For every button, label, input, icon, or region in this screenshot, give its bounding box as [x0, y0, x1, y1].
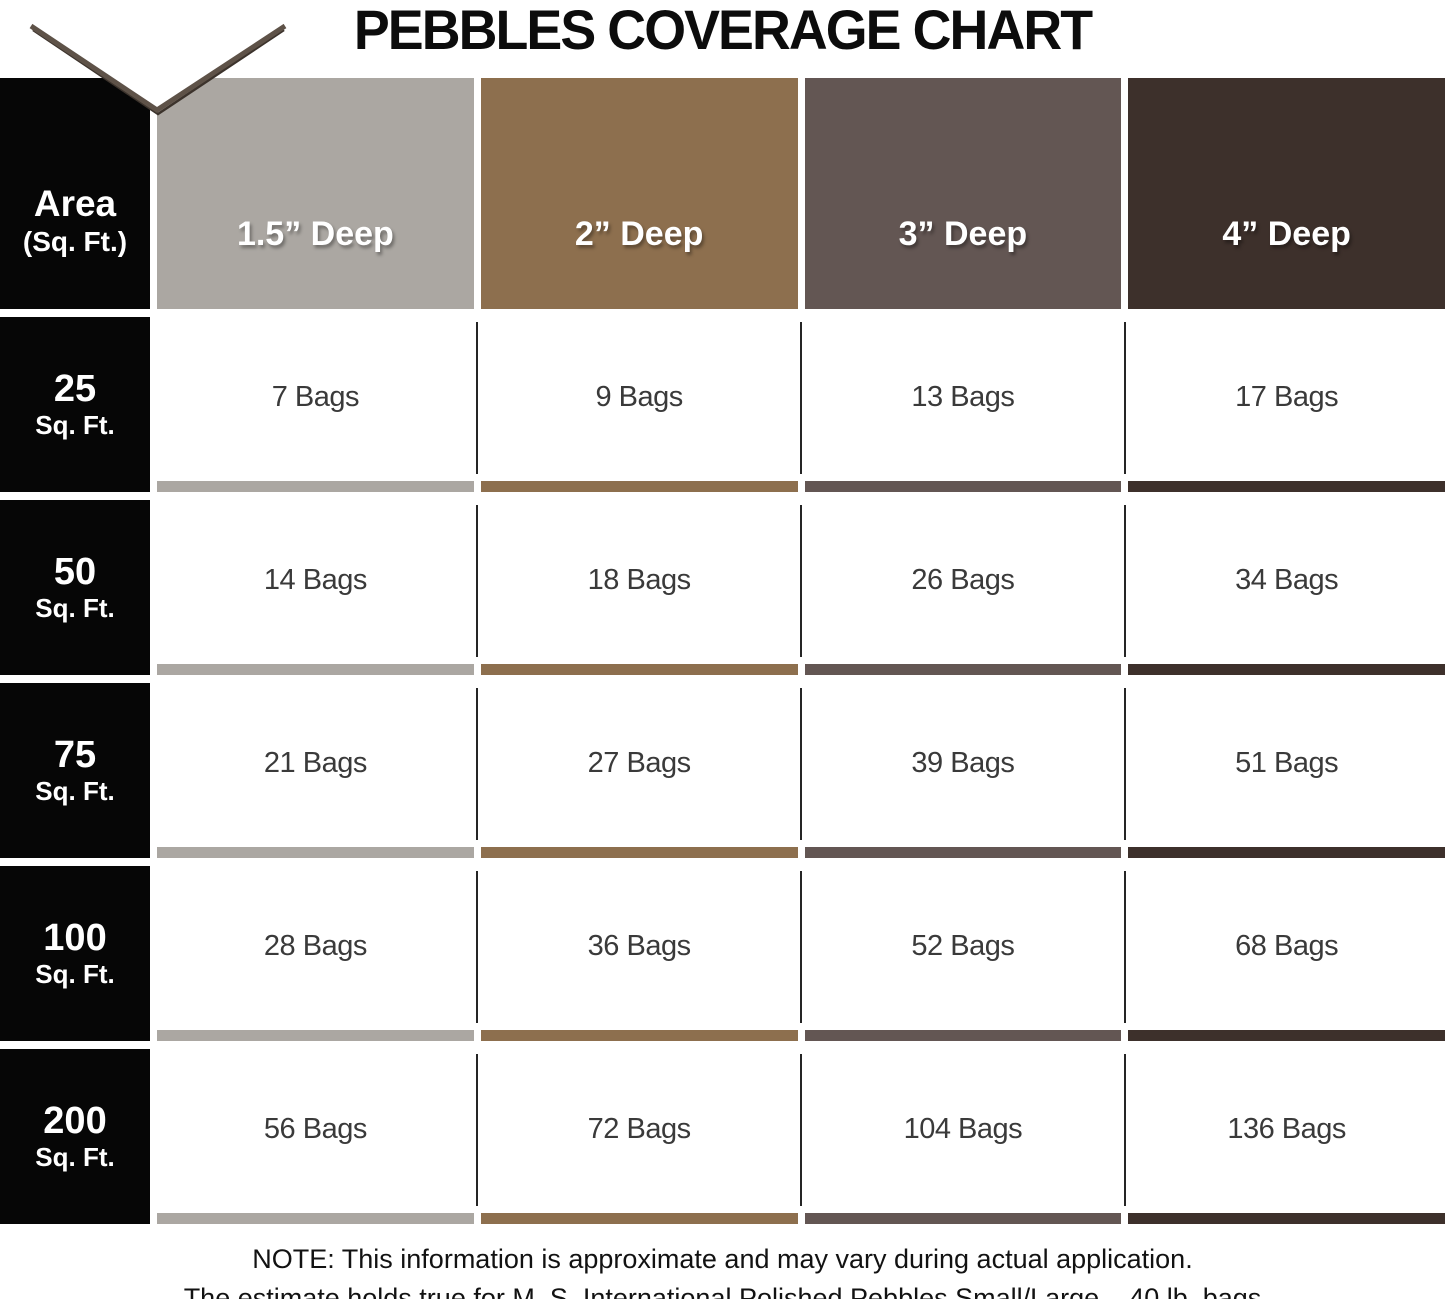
coverage-bar: [480, 847, 798, 858]
bag-count: 26 Bags: [911, 564, 1015, 596]
row-header-area-value: 50: [53, 550, 97, 593]
coverage-bar: [480, 481, 798, 492]
bag-count: 56 Bags: [263, 1113, 367, 1145]
bag-count: 136 Bags: [1227, 1113, 1346, 1145]
page-title: PEBBLES COVERAGE CHART: [353, 0, 1093, 61]
row-header-75: 75 Sq. Ft.: [0, 683, 150, 858]
column-header-3-deep: 3” Deep: [804, 78, 1122, 309]
row-header-area-value: 100: [43, 916, 107, 959]
bag-count: 21 Bags: [263, 747, 367, 779]
row-header-200: 200 Sq. Ft.: [0, 1049, 150, 1224]
table-cell: 17 Bags: [1123, 317, 1445, 492]
coverage-bar: [157, 1213, 474, 1224]
coverage-bar: [157, 847, 474, 858]
column-header-4-deep: 4” Deep: [1128, 78, 1445, 309]
table-cell: 26 Bags: [800, 500, 1122, 675]
row-header-100: 100 Sq. Ft.: [0, 866, 150, 1041]
row-header-area-unit: Sq. Ft.: [35, 1142, 115, 1173]
coverage-bar: [1128, 481, 1445, 492]
column-header-2-deep: 2” Deep: [480, 78, 798, 309]
bag-count: 27 Bags: [587, 747, 691, 779]
bag-count: 51 Bags: [1235, 747, 1339, 779]
corner-header-line2: (Sq. Ft.): [22, 225, 128, 257]
bag-count: 28 Bags: [263, 930, 367, 962]
table-cell: 7 Bags: [157, 317, 474, 492]
coverage-bar: [1128, 664, 1445, 675]
table-cell: 52 Bags: [800, 866, 1122, 1041]
bag-count: 7 Bags: [271, 381, 360, 413]
row-header-area-value: 75: [53, 733, 97, 776]
table-cell: 9 Bags: [476, 317, 798, 492]
bag-count: 34 Bags: [1235, 564, 1339, 596]
note-line-1: NOTE: This information is approximate an…: [252, 1244, 1193, 1274]
bag-count: 9 Bags: [595, 381, 683, 413]
bag-count: 13 Bags: [911, 381, 1015, 413]
table-cell: 68 Bags: [1123, 866, 1445, 1041]
column-header-label: 4” Deep: [1222, 215, 1351, 253]
row-header-area-unit: Sq. Ft.: [35, 776, 115, 807]
column-header-label: 2” Deep: [574, 215, 704, 253]
table-cell: 51 Bags: [1123, 683, 1445, 858]
coverage-bar: [480, 664, 798, 675]
table-cell: 18 Bags: [476, 500, 798, 675]
table-cell: 27 Bags: [476, 683, 798, 858]
bag-count: 36 Bags: [587, 930, 691, 962]
row-header-25: 25 Sq. Ft.: [0, 317, 150, 492]
note-text: NOTE: This information is approximate an…: [0, 1240, 1445, 1299]
corner-header-area: Area (Sq. Ft.): [0, 78, 150, 309]
coverage-bar: [804, 1030, 1122, 1041]
table-cell: 104 Bags: [800, 1049, 1122, 1224]
column-header-label: 1.5” Deep: [236, 215, 394, 253]
row-header-area-unit: Sq. Ft.: [35, 410, 115, 441]
coverage-table: Area (Sq. Ft.) 1.5” Deep 2” Deep 3” Deep…: [0, 78, 1445, 1224]
bag-count: 68 Bags: [1235, 930, 1339, 962]
coverage-bar: [480, 1213, 798, 1224]
table-cell: 28 Bags: [157, 866, 474, 1041]
note-line-2: The estimate holds true for M. S. Intern…: [183, 1283, 1262, 1299]
table-cell: 39 Bags: [800, 683, 1122, 858]
row-header-50: 50 Sq. Ft.: [0, 500, 150, 675]
coverage-bar: [804, 1213, 1122, 1224]
bag-count: 52 Bags: [911, 930, 1015, 962]
row-header-area-unit: Sq. Ft.: [35, 959, 115, 990]
bag-count: 104 Bags: [903, 1113, 1023, 1145]
coverage-bar: [1128, 1030, 1445, 1041]
table-cell: 14 Bags: [157, 500, 474, 675]
coverage-bar: [804, 481, 1122, 492]
coverage-bar: [157, 664, 474, 675]
coverage-bar: [157, 481, 474, 492]
column-header-1-5-deep: 1.5” Deep: [157, 78, 474, 309]
corner-header-line1: Area: [33, 182, 117, 224]
bag-count: 39 Bags: [911, 747, 1015, 779]
coverage-bar: [1128, 1213, 1445, 1224]
coverage-bar: [480, 1030, 798, 1041]
coverage-bar: [804, 664, 1122, 675]
table-cell: 72 Bags: [476, 1049, 798, 1224]
row-header-area-value: 25: [53, 367, 97, 410]
coverage-bar: [804, 847, 1122, 858]
bag-count: 17 Bags: [1235, 381, 1339, 413]
bag-count: 14 Bags: [263, 564, 367, 596]
coverage-bar: [157, 1030, 474, 1041]
table-cell: 21 Bags: [157, 683, 474, 858]
row-header-area-value: 200: [43, 1099, 107, 1142]
coverage-bar: [1128, 847, 1445, 858]
table-cell: 36 Bags: [476, 866, 798, 1041]
table-cell: 136 Bags: [1123, 1049, 1445, 1224]
bag-count: 18 Bags: [587, 564, 691, 596]
row-header-area-unit: Sq. Ft.: [35, 593, 115, 624]
column-header-label: 3” Deep: [898, 215, 1028, 253]
table-cell: 13 Bags: [800, 317, 1122, 492]
bag-count: 72 Bags: [587, 1113, 691, 1145]
table-cell: 34 Bags: [1123, 500, 1445, 675]
table-cell: 56 Bags: [157, 1049, 474, 1224]
